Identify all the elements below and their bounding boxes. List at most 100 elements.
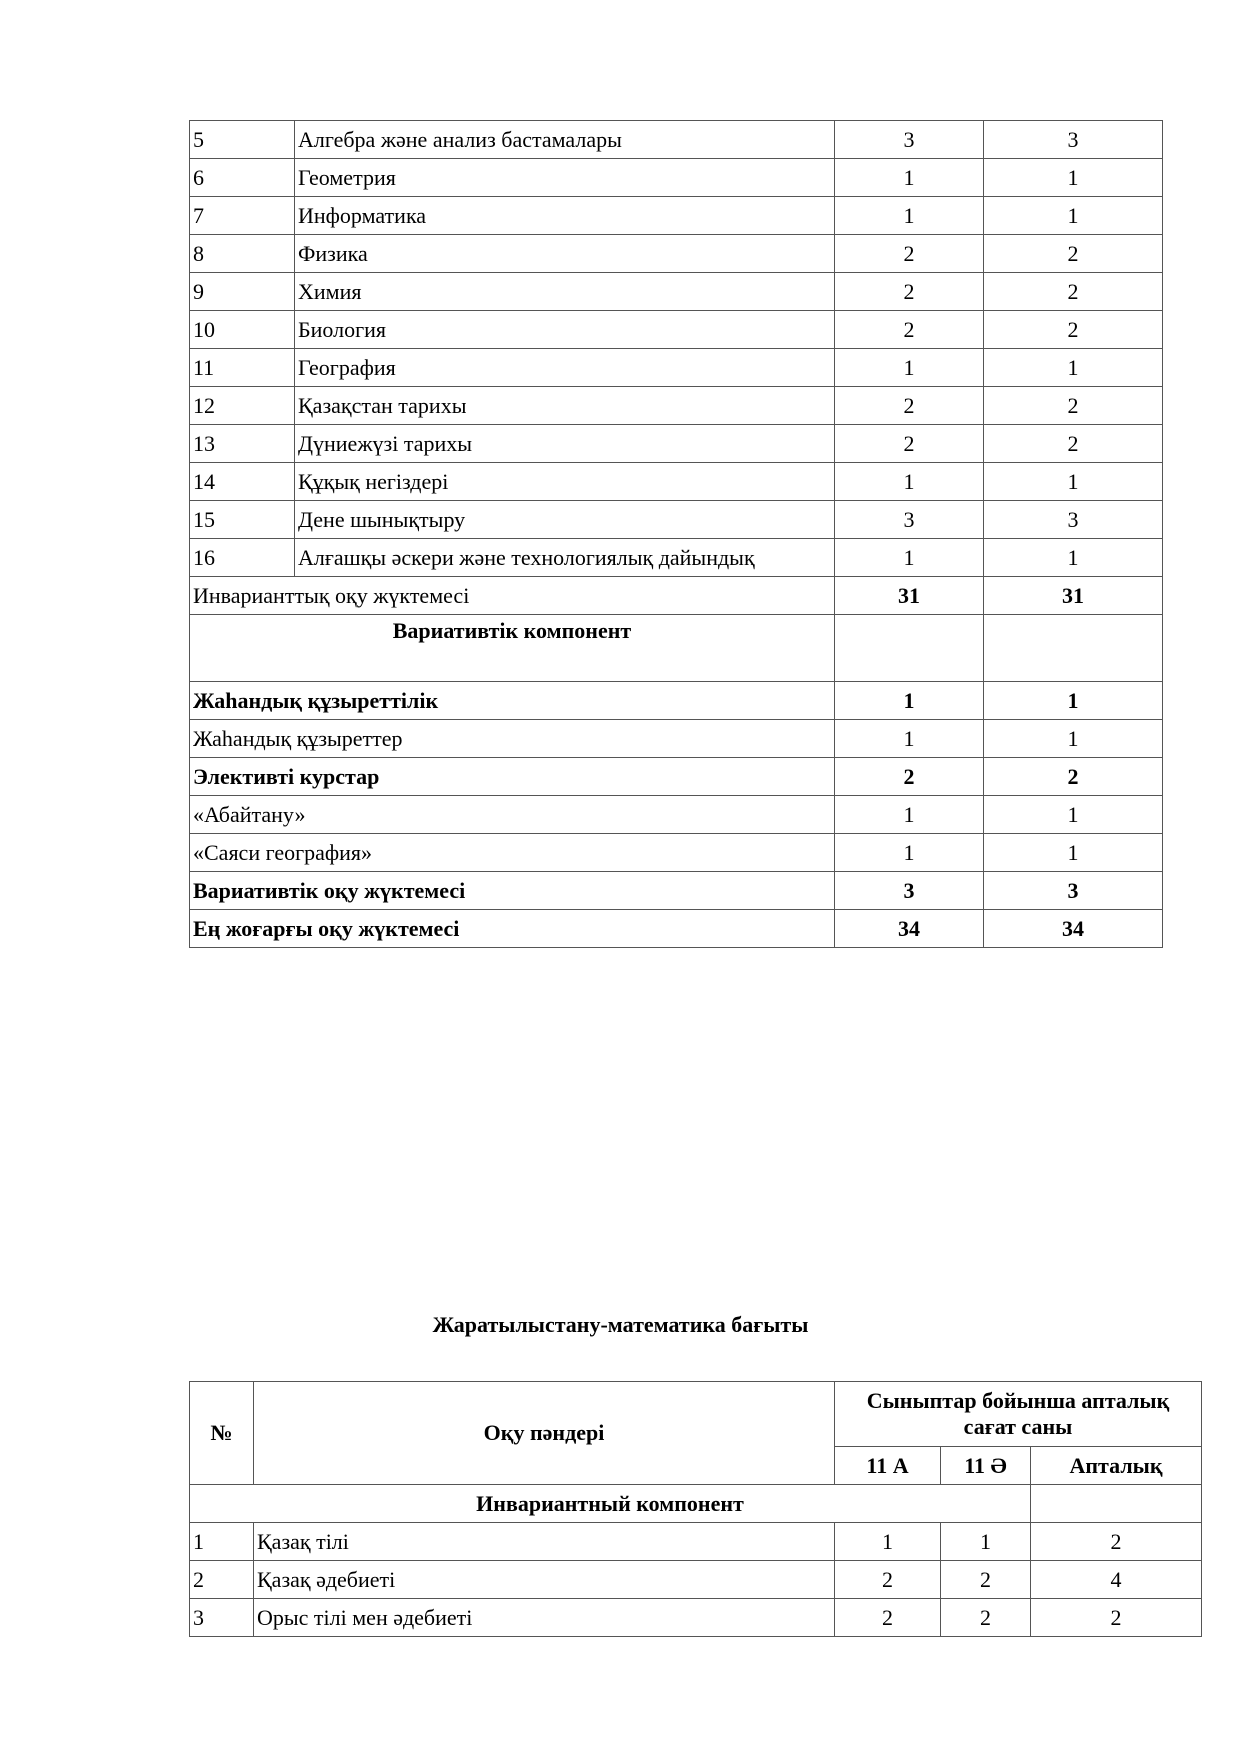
subject-name: Қазақ тілі	[253, 1522, 835, 1561]
hours-a: 2	[834, 234, 984, 273]
hours-b: 3	[983, 871, 1163, 910]
hours-b: 1	[983, 833, 1163, 872]
row-number: 14	[189, 462, 295, 501]
variative-label: Жаһандық құзыреттілік	[189, 681, 835, 720]
hours-a: 1	[834, 158, 984, 197]
hours-b: 2	[983, 310, 1163, 349]
table-row: 2 Қазақ әдебиеті 2 2 4	[189, 1560, 1203, 1599]
table-row: 14 Құқық негіздері 1 1	[189, 462, 1163, 501]
variative-header-row: Вариативтік компонент	[189, 614, 1163, 682]
subject-name: Дүниежүзі тарихы	[294, 424, 835, 463]
hours-a: 1	[834, 681, 984, 720]
invariant-total-a: 31	[834, 576, 984, 615]
table-row: 3 Орыс тілі мен әдебиеті 2 2 2	[189, 1598, 1203, 1637]
variative-row: «Саяси география» 1 1	[189, 833, 1163, 872]
hours-b: 3	[983, 500, 1163, 539]
variative-label: «Абайтану»	[189, 795, 835, 834]
hours-a: 1	[834, 462, 984, 501]
hours-11a: 1	[834, 1522, 941, 1561]
hours-weekly: 2	[1029, 1598, 1203, 1637]
subject-name: Алгебра және анализ бастамалары	[294, 120, 835, 159]
invariant-total-label: Инварианттық оқу жүктемесі	[189, 576, 835, 615]
hours-a: 2	[834, 757, 984, 796]
subject-name: Химия	[294, 272, 835, 311]
hours-b: 1	[983, 462, 1163, 501]
variative-row: «Абайтану» 1 1	[189, 795, 1163, 834]
header-number: №	[189, 1381, 254, 1485]
hours-b: 2	[983, 234, 1163, 273]
row-number: 11	[189, 348, 295, 387]
empty-cell	[1029, 1484, 1203, 1523]
hours-a: 34	[834, 909, 984, 948]
hours-b: 1	[983, 348, 1163, 387]
row-number: 12	[189, 386, 295, 425]
hours-b: 1	[983, 681, 1163, 720]
hours-b: 2	[983, 424, 1163, 463]
table-row: 7 Информатика 1 1	[189, 196, 1163, 235]
hours-a: 1	[834, 538, 984, 577]
hours-b: 1	[983, 158, 1163, 197]
hours-a: 3	[834, 120, 984, 159]
table-row: 12 Қазақстан тарихы 2 2	[189, 386, 1163, 425]
header-weekly-hours: Сыныптар бойынша апталық сағат саны	[833, 1381, 1203, 1447]
row-number: 15	[189, 500, 295, 539]
variative-row: Ең жоғарғы оқу жүктемесі 34 34	[189, 909, 1163, 948]
hours-a: 1	[834, 348, 984, 387]
table-row: 9 Химия 2 2	[189, 272, 1163, 311]
subject-name: Физика	[294, 234, 835, 273]
header-subjects: Оқу пәндері	[253, 1381, 835, 1485]
variative-label: Вариативтік оқу жүктемесі	[189, 871, 835, 910]
variative-label: Жаһандық құзыреттер	[189, 719, 835, 758]
hours-b: 2	[983, 386, 1163, 425]
curriculum-table-continued: 5 Алгебра және анализ бастамалары 3 3 6 Геоме…	[189, 120, 1163, 948]
hours-a: 2	[834, 272, 984, 311]
subject-name: Геометрия	[294, 158, 835, 197]
subject-name: Информатика	[294, 196, 835, 235]
hours-a: 2	[834, 386, 984, 425]
row-number: 16	[189, 538, 295, 577]
header-row: № Оқу пәндері Сыныптар бойынша апталық с…	[189, 1381, 1203, 1485]
subject-name: Алғашқы әскери және технологиялық дайынд…	[294, 538, 835, 577]
table-row: 13 Дүниежүзі тарихы 2 2	[189, 424, 1163, 463]
subject-name: Биология	[294, 310, 835, 349]
variative-label: Ең жоғарғы оқу жүктемесі	[189, 909, 835, 948]
table-row: 15 Дене шынықтыру 3 3	[189, 500, 1163, 539]
variative-label: «Саяси география»	[189, 833, 835, 872]
row-number: 7	[189, 196, 295, 235]
row-number: 1	[189, 1522, 254, 1561]
subject-name: Құқық негіздері	[294, 462, 835, 501]
variative-row: Жаһандық құзыреттілік 1 1	[189, 681, 1163, 720]
row-number: 9	[189, 272, 295, 311]
subject-name: Қазақ әдебиеті	[253, 1560, 835, 1599]
table-row: 8 Физика 2 2	[189, 234, 1163, 273]
hours-11a: 2	[834, 1598, 941, 1637]
row-number: 5	[189, 120, 295, 159]
hours-b: 3	[983, 120, 1163, 159]
header-weekly: Апталық	[1029, 1446, 1203, 1485]
invariant-total-b: 31	[983, 576, 1163, 615]
hours-a: 1	[834, 833, 984, 872]
hours-b: 34	[983, 909, 1163, 948]
subject-name: Орыс тілі мен әдебиеті	[253, 1598, 835, 1637]
invariant-header-row: Инвариантный компонент	[189, 1484, 1203, 1523]
hours-11ae: 2	[940, 1560, 1031, 1599]
hours-b: 1	[983, 795, 1163, 834]
hours-b: 2	[983, 272, 1163, 311]
hours-a: 2	[834, 310, 984, 349]
variative-row: Жаһандық құзыреттер 1 1	[189, 719, 1163, 758]
hours-a: 1	[834, 795, 984, 834]
row-number: 3	[189, 1598, 254, 1637]
header-11a: 11 А	[834, 1446, 941, 1485]
hours-11ae: 1	[940, 1522, 1031, 1561]
hours-11a: 2	[834, 1560, 941, 1599]
subject-name: Дене шынықтыру	[294, 500, 835, 539]
hours-a: 2	[834, 424, 984, 463]
subject-name: Қазақстан тарихы	[294, 386, 835, 425]
hours-weekly: 4	[1029, 1560, 1203, 1599]
invariant-header: Инвариантный компонент	[189, 1484, 1031, 1523]
variative-label: Элективті курстар	[189, 757, 835, 796]
hours-a: 1	[834, 719, 984, 758]
hours-a: 3	[834, 871, 984, 910]
invariant-total-row: Инварианттық оқу жүктемесі 31 31	[189, 576, 1163, 615]
table-row: 5 Алгебра және анализ бастамалары 3 3	[189, 120, 1163, 159]
